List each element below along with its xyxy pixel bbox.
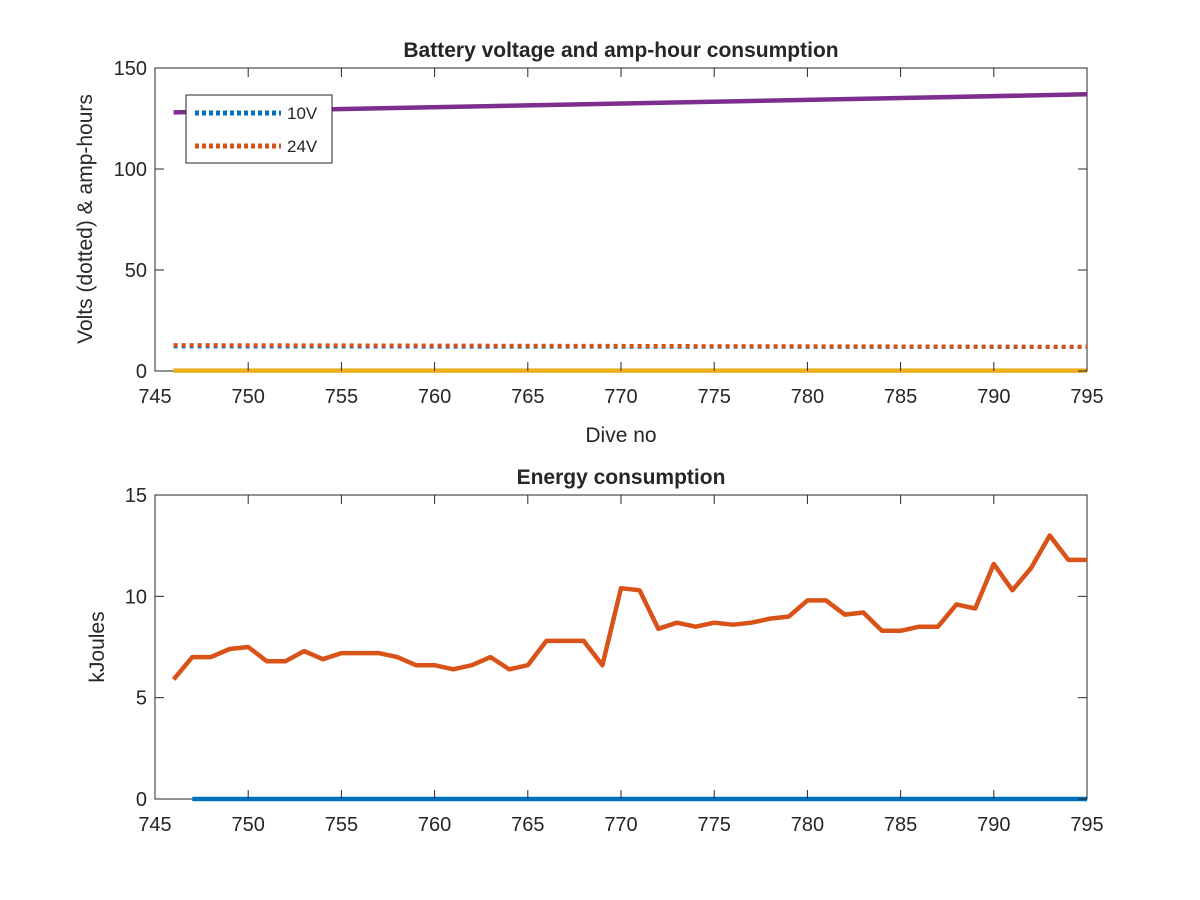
x-tick-label: 770 [604, 814, 637, 836]
legend: 10V 24V [185, 94, 333, 164]
y-axis-label: Volts (dotted) & amp-hours [74, 94, 97, 344]
legend-box [185, 94, 333, 164]
x-tick-label: 745 [138, 814, 171, 836]
y-axis-label: kJoules [86, 611, 109, 682]
energy-consumption-chart: 745 750 755 760 765 770 775 780 785 790 795 0 5 10 15… [86, 466, 1104, 836]
x-tick-label: 760 [418, 814, 451, 836]
x-tick-label: 750 [232, 386, 265, 408]
x-tick-label: 765 [511, 386, 544, 408]
y-tick-label: 15 [125, 485, 147, 507]
y-tick-label: 0 [136, 789, 147, 811]
x-tick-label: 745 [138, 386, 171, 408]
x-axis-ticks: 745 750 755 760 765 770 775 780 785 790 795 [138, 68, 1104, 408]
x-tick-label: 755 [325, 814, 358, 836]
x-tick-label: 760 [418, 386, 451, 408]
series-line-2 [171, 533, 1087, 681]
legend-label-10v: 10V [287, 104, 318, 123]
series-line-24v [173, 343, 1088, 349]
x-tick-label: 770 [604, 386, 637, 408]
y-axis-ticks: 0 5 10 15 [125, 485, 1087, 811]
y-tick-label: 50 [125, 260, 147, 282]
x-tick-label: 780 [791, 386, 824, 408]
y-axis-ticks: 0 50 100 150 [114, 58, 1087, 383]
y-tick-label: 150 [114, 58, 147, 80]
x-tick-label: 780 [791, 814, 824, 836]
x-tick-label: 775 [698, 814, 731, 836]
y-tick-label: 10 [125, 586, 147, 608]
x-axis-ticks: 745 750 755 760 765 770 775 780 785 790 795 [138, 495, 1104, 836]
y-tick-label: 5 [136, 688, 147, 710]
legend-label-24v: 24V [287, 137, 318, 156]
x-axis-label: Dive no [585, 424, 656, 447]
x-tick-label: 750 [232, 814, 265, 836]
chart-title: Battery voltage and amp-hour consumption [403, 39, 838, 62]
x-tick-label: 795 [1070, 814, 1103, 836]
y-tick-label: 100 [114, 159, 147, 181]
x-tick-label: 765 [511, 814, 544, 836]
x-tick-label: 790 [977, 386, 1010, 408]
x-tick-label: 795 [1070, 386, 1103, 408]
plot-area [154, 494, 1088, 800]
chart-title: Energy consumption [517, 466, 726, 489]
x-tick-label: 755 [325, 386, 358, 408]
y-tick-label: 0 [136, 361, 147, 383]
x-tick-label: 785 [884, 386, 917, 408]
x-tick-label: 775 [698, 386, 731, 408]
x-tick-label: 790 [977, 814, 1010, 836]
voltage-amp-hour-chart: 745 750 755 760 765 770 775 780 785 790 795 0 50 100… [74, 39, 1104, 447]
x-tick-label: 785 [884, 814, 917, 836]
